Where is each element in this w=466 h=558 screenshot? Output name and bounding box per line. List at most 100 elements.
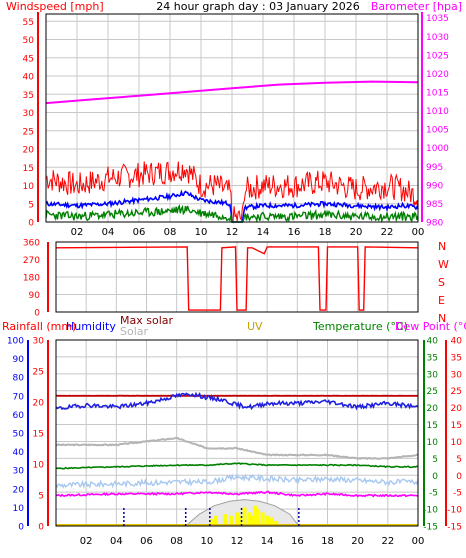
dewpoint-tick-label: 30 (451, 370, 463, 380)
dewpoint-tick-label: 10 (451, 438, 463, 448)
rainfall-tick-label: 70 (13, 392, 25, 402)
windspeed-tick-label: 15 (23, 164, 34, 174)
temperature-tick-label: 25 (427, 387, 438, 397)
solar-label: Solar (120, 325, 149, 338)
barometer-tick-label: 1015 (426, 89, 449, 99)
rainfall-tick-label: 0 (18, 523, 24, 533)
windspeed-tick-label: 35 (23, 91, 34, 101)
temp-x-tick-label: 16 (291, 536, 304, 547)
temp-x-tick-label: 14 (261, 536, 274, 547)
rainfall-tick-label: 80 (13, 374, 25, 384)
dewpoint-tick-label: 15 (451, 421, 462, 431)
temp-x-tick-label: 06 (140, 536, 153, 547)
compass-label: E (438, 294, 445, 307)
humidity-axis-title: Humidity (66, 320, 116, 333)
temperature-tick-label: -10 (423, 506, 438, 516)
wind-x-tick-label: 10 (195, 227, 208, 238)
direction-tick-label: 90 (29, 291, 41, 301)
temperature-tick-label: -5 (429, 489, 438, 499)
wind-x-tick-label: 02 (71, 227, 84, 238)
wind-x-tick-label: 14 (257, 227, 270, 238)
compass-label: N (438, 240, 446, 253)
temperature-tick-label: 40 (427, 337, 439, 347)
windspeed-tick-label: 20 (23, 146, 35, 156)
humidity-tick-label: 30 (33, 337, 45, 347)
uv-bar (261, 512, 265, 526)
windspeed-tick-label: 50 (23, 36, 35, 46)
temperature-tick-label: 5 (432, 455, 438, 465)
dewpoint-tick-label: 25 (451, 387, 462, 397)
wind-x-tick-label: 00 (412, 227, 425, 238)
uv-label: UV (247, 320, 263, 333)
dewpoint-tick-label: 5 (456, 455, 462, 465)
wind-x-tick-label: 06 (133, 227, 146, 238)
temperature-tick-label: 30 (427, 370, 439, 380)
rainfall-tick-label: 10 (13, 504, 25, 514)
barometer-tick-label: 1025 (426, 51, 449, 61)
humidity-tick-label: 25 (33, 368, 44, 378)
compass-label: N (438, 312, 446, 325)
windspeed-tick-label: 0 (28, 219, 34, 229)
temperature-tick-label: -15 (423, 523, 438, 533)
humidity-tick-label: 15 (33, 430, 44, 440)
windspeed-tick-label: 30 (23, 109, 35, 119)
dewpoint-tick-label: -5 (453, 489, 462, 499)
windspeed-axis-title: Windspeed [mph] (6, 0, 104, 13)
barometer-tick-label: 1000 (426, 144, 449, 154)
windspeed-tick-label: 25 (23, 127, 34, 137)
wind-x-tick-label: 16 (288, 227, 301, 238)
barometer-tick-label: 1020 (426, 70, 449, 80)
dewpoint-tick-label: -15 (447, 523, 462, 533)
temp-x-tick-label: 02 (80, 536, 93, 547)
uv-bar (256, 509, 260, 526)
dewpoint-tick-label: 0 (456, 472, 462, 482)
temp-x-tick-label: 18 (321, 536, 334, 547)
temp-x-tick-label: 00 (412, 536, 425, 547)
temp-x-tick-label: 10 (200, 536, 213, 547)
dewpoint-tick-label: 35 (451, 353, 462, 363)
temp-x-tick-label: 22 (381, 536, 394, 547)
direction-tick-label: 360 (23, 239, 40, 249)
barometer-tick-label: 1010 (426, 107, 449, 117)
temperature-axis-title: Temperature (°C) (312, 320, 408, 333)
direction-tick-label: 270 (23, 256, 40, 266)
temp-x-tick-label: 20 (351, 536, 364, 547)
temp-x-tick-label: 04 (110, 536, 123, 547)
humidity-tick-label: 10 (33, 461, 45, 471)
rainfall-tick-label: 100 (7, 337, 24, 347)
direction-tick-label: 180 (23, 274, 40, 284)
windspeed-tick-label: 40 (23, 73, 35, 83)
temperature-tick-label: 10 (427, 438, 439, 448)
rainfall-tick-label: 90 (13, 355, 25, 365)
dewpoint-tick-label: 20 (451, 404, 463, 414)
wind-x-tick-label: 22 (381, 227, 394, 238)
temperature-tick-label: 20 (427, 404, 439, 414)
rainfall-tick-label: 40 (13, 448, 25, 458)
humidity-tick-label: 20 (33, 399, 45, 409)
windspeed-tick-label: 55 (23, 18, 34, 28)
windspeed-tick-label: 45 (23, 54, 34, 64)
temperature-tick-label: 35 (427, 353, 438, 363)
barometer-tick-label: 995 (426, 163, 443, 173)
wind-x-tick-label: 18 (319, 227, 332, 238)
wind-x-tick-label: 12 (226, 227, 239, 238)
chart-title: 24 hour graph day : 03 January 2026 (156, 0, 360, 13)
barometer-tick-label: 985 (426, 200, 443, 210)
temp-x-tick-label: 12 (231, 536, 244, 547)
barometer-tick-label: 1030 (426, 33, 449, 43)
rainfall-tick-label: 20 (13, 485, 25, 495)
temperature-tick-label: 0 (432, 472, 438, 482)
dewpoint-tick-label: -10 (447, 506, 462, 516)
barometer-axis-title: Barometer [hpa] (371, 0, 462, 13)
rainfall-tick-label: 50 (13, 430, 25, 440)
temperature-tick-label: 15 (427, 421, 438, 431)
wind-x-tick-label: 20 (350, 227, 363, 238)
humidity-tick-label: 5 (38, 492, 44, 502)
compass-label: S (438, 276, 445, 289)
windspeed-tick-label: 5 (28, 200, 34, 210)
barometer-tick-label: 980 (426, 219, 443, 229)
compass-label: W (438, 258, 449, 271)
windspeed-tick-label: 10 (23, 182, 35, 192)
uv-bar (243, 507, 247, 526)
wind-x-tick-label: 08 (164, 227, 177, 238)
